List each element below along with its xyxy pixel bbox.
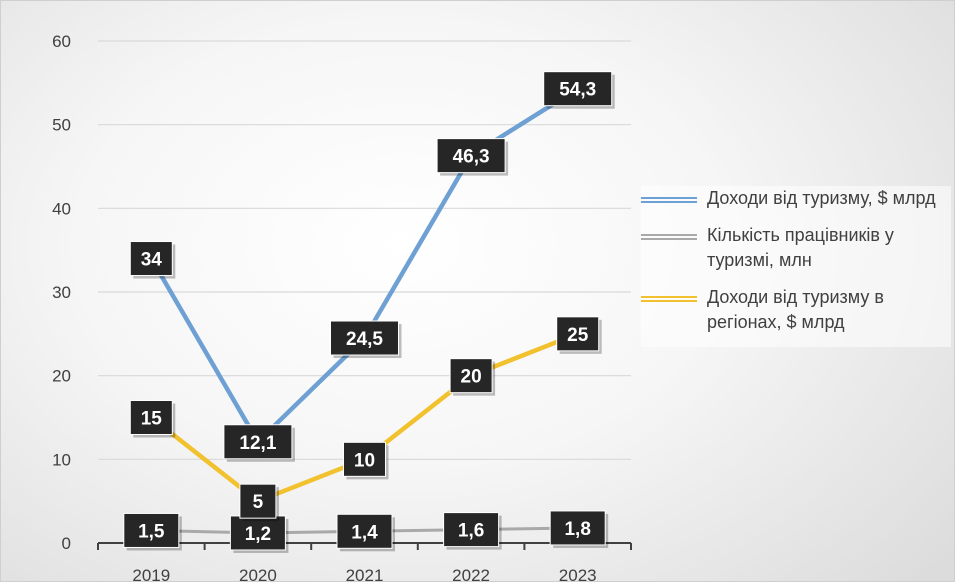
data-label-1-4: 1,8: [549, 510, 609, 548]
legend-label-regional-income: Доходи від туризму в регіонах, $ млрд: [707, 287, 884, 332]
legend-item-tourism-income: Доходи від туризму, $ млрд: [641, 186, 951, 211]
data-label-1-1: 1,2: [229, 515, 289, 553]
legend-label-tourism-workers: Кількість працівників у туризмі, млн: [707, 225, 894, 270]
legend-swatch-tourism-income: [641, 197, 697, 203]
y-tick-label: 0: [62, 534, 71, 553]
legend-label-tourism-income: Доходи від туризму, $ млрд: [707, 188, 936, 208]
data-label-box: [129, 400, 173, 435]
data-label-text: 1,6: [458, 521, 484, 542]
data-label-0-0: 34: [129, 241, 176, 279]
data-label-text: 54,3: [559, 80, 596, 101]
x-tick-label: 2021: [346, 566, 384, 582]
legend: Доходи від туризму, $ млрд Кількість пра…: [641, 186, 951, 347]
data-label-text: 1,2: [245, 524, 271, 545]
x-tick-label: 2022: [452, 566, 490, 582]
data-label-text: 20: [461, 367, 482, 388]
data-label-box: [549, 510, 606, 546]
x-tick-label: 2019: [132, 566, 170, 582]
data-label-text: 24,5: [346, 329, 383, 350]
y-tick-label: 60: [52, 32, 71, 51]
data-label-text: 10: [354, 450, 375, 471]
axes: 0 10 20 30 40 50 60 2019 2020 2021 2022 2023: [52, 32, 632, 582]
data-label-0-1: 12,1: [223, 424, 295, 462]
data-label-text: 15: [141, 409, 163, 430]
data-label-2-0: 15: [129, 400, 176, 438]
data-label-box: [343, 441, 386, 477]
data-label-2-3: 20: [449, 358, 496, 396]
legend-swatch-tourism-workers: [641, 234, 697, 240]
data-label-0-2: 24,5: [330, 320, 402, 359]
data-label-box: [330, 320, 399, 356]
data-label-box: [223, 424, 293, 460]
data-label-text: 12,1: [239, 433, 276, 454]
data-label-text: 46,3: [453, 147, 490, 168]
data-label-0-3: 46,3: [436, 138, 509, 176]
data-label-2-4: 25: [556, 316, 602, 354]
data-label-box: [543, 71, 613, 107]
y-tick-label: 20: [52, 367, 71, 386]
data-label-1-2: 1,4: [336, 513, 395, 552]
data-label-text: 25: [567, 325, 589, 346]
data-label-2-1: 5: [239, 483, 279, 522]
data-label-text: 5: [253, 492, 264, 513]
data-label-text: 1,5: [138, 521, 165, 542]
data-label-text: 34: [141, 250, 163, 271]
data-label-2-2: 10: [343, 441, 389, 480]
data-label-box: [239, 483, 277, 519]
data-label-box: [123, 512, 180, 548]
y-tick-label: 30: [52, 283, 71, 302]
data-label-1-0: 1,5: [123, 512, 182, 551]
legend-item-tourism-workers: Кількість працівників у туризмі, млн: [641, 223, 951, 273]
legend-item-regional-income: Доходи від туризму в регіонах, $ млрд: [641, 285, 951, 335]
data-label-box: [443, 512, 500, 548]
x-tick-label: 2023: [559, 566, 597, 582]
data-label-1-3: 1,6: [443, 512, 502, 550]
gridlines: [98, 40, 631, 460]
data-label-0-4: 54,3: [543, 71, 615, 109]
x-tick-label: 2020: [239, 566, 277, 582]
y-tick-label: 10: [52, 450, 71, 469]
y-tick-label: 50: [52, 116, 71, 135]
data-label-box: [336, 513, 393, 549]
y-tick-label: 40: [52, 199, 71, 218]
data-label-box: [436, 138, 506, 174]
data-label-box: [556, 316, 600, 352]
data-label-text: 1,8: [564, 519, 590, 540]
series-line-0: [149, 86, 580, 445]
legend-swatch-regional-income: [641, 296, 697, 302]
data-label-box: [229, 515, 286, 551]
data-label-box: [129, 241, 173, 277]
data-label-box: [449, 358, 493, 394]
data-label-text: 1,4: [351, 522, 378, 543]
data-labels: 34 12,1 24,5 46,3 54,3 1,5 1,2 1,4 1,6 1,8 15 5 10 20…: [123, 71, 615, 553]
